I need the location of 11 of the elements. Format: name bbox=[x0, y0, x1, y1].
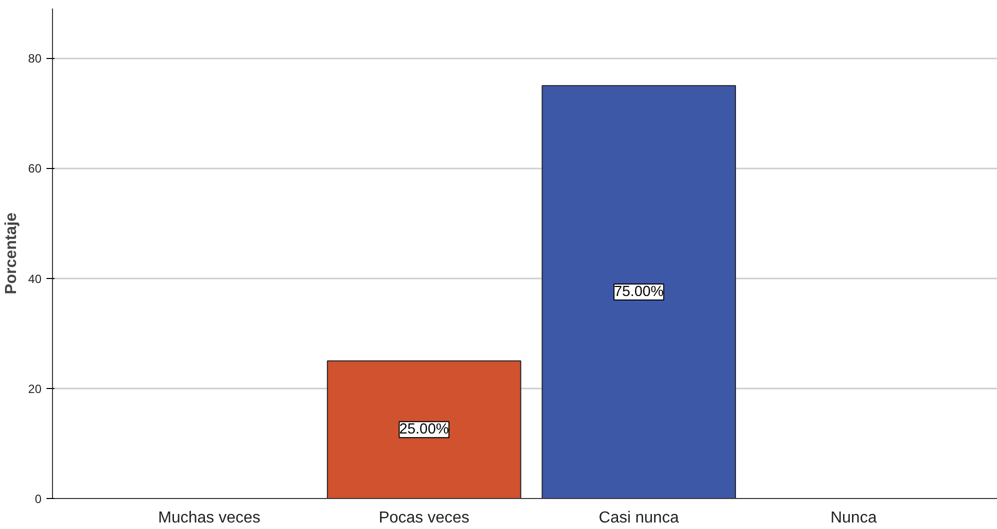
y-axis-title: Porcentaje bbox=[3, 212, 20, 294]
x-tick-label: Casi nunca bbox=[598, 510, 679, 526]
x-tick-label: Pocas veces bbox=[378, 510, 470, 526]
data-label: 25.00% bbox=[399, 422, 449, 438]
y-tick-label: 60 bbox=[28, 162, 42, 176]
y-tick-label: 0 bbox=[34, 492, 42, 506]
y-tick-label: 80 bbox=[28, 52, 42, 66]
x-tick-label: Muchas veces bbox=[158, 510, 260, 526]
y-tick-label: 20 bbox=[28, 382, 42, 396]
x-tick-label: Nunca bbox=[830, 510, 877, 526]
y-tick-label: 40 bbox=[28, 272, 42, 286]
